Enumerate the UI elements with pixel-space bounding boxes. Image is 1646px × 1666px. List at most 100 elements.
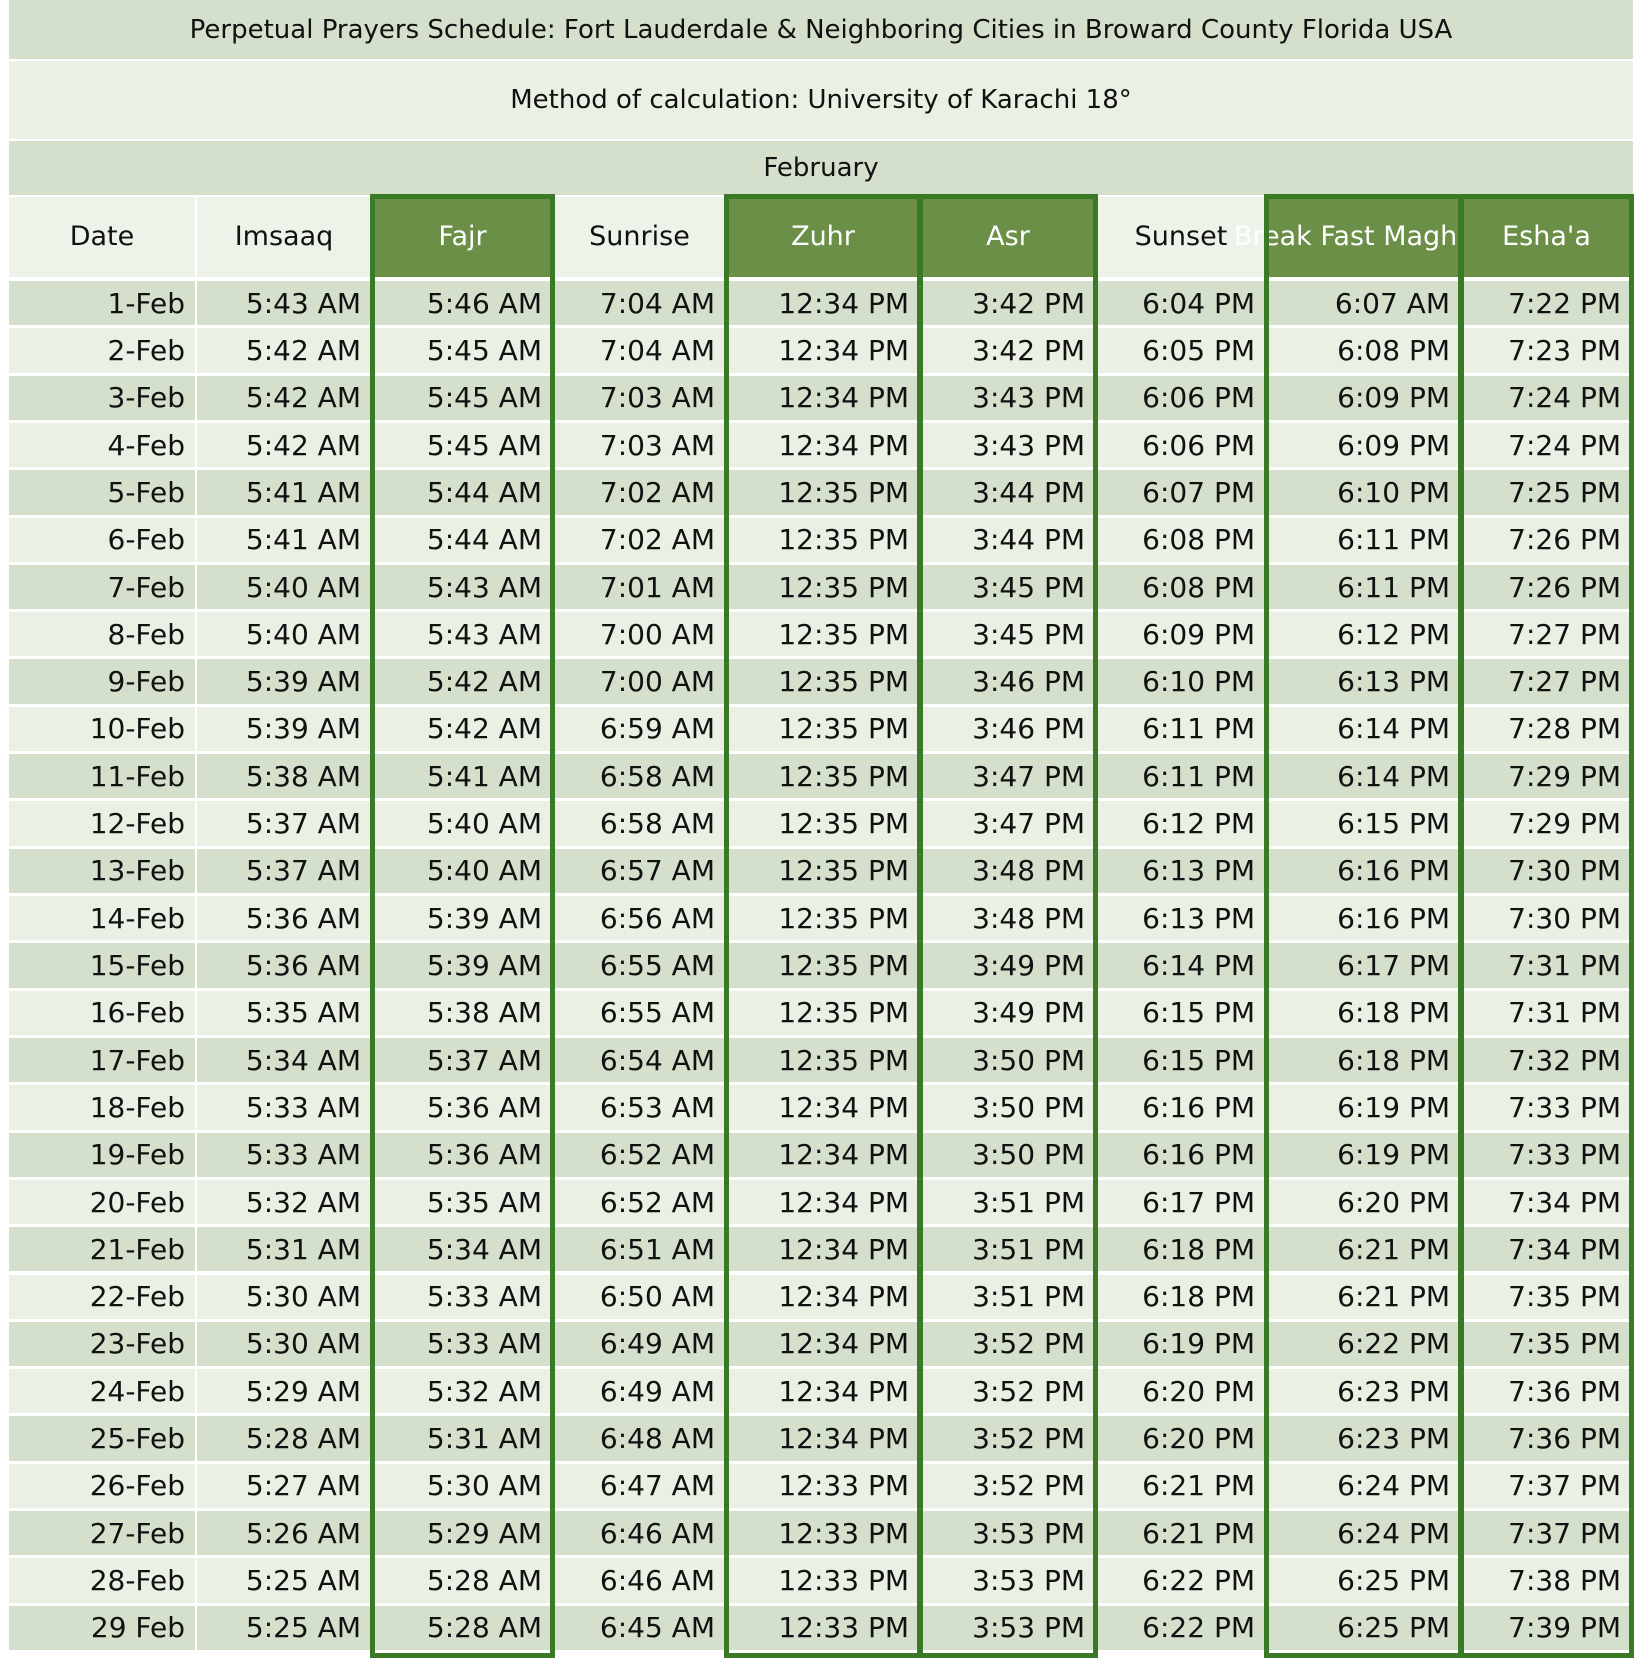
table-cell: 5:42 AM: [197, 422, 371, 468]
table-cell: 7:03 AM: [554, 375, 725, 420]
table-cell: 6:19 PM: [1097, 1321, 1265, 1367]
table-cell: 5:33 AM: [373, 1321, 552, 1367]
table-cell: 18-Feb: [9, 1085, 195, 1130]
table-cell: 5:31 AM: [197, 1227, 371, 1272]
table-cell: 5:32 AM: [197, 1179, 371, 1225]
table-cell: 12:34 PM: [727, 1321, 919, 1367]
table-cell: 25-Feb: [9, 1416, 195, 1461]
table-cell: 6:46 AM: [554, 1558, 725, 1603]
table-cell: 5:36 AM: [197, 896, 371, 941]
table-cell: 12:34 PM: [727, 1274, 919, 1319]
table-cell: 6:11 PM: [1097, 754, 1265, 799]
table-cell: 5-Feb: [9, 470, 195, 515]
table-cell: 7:33 PM: [1462, 1085, 1631, 1130]
table-cell: 7:00 AM: [554, 659, 725, 704]
table-cell: 5:34 AM: [197, 1037, 371, 1083]
table-cell: 7:37 PM: [1462, 1511, 1631, 1556]
table-cell: 6:53 AM: [554, 1085, 725, 1130]
table-cell: 6:51 AM: [554, 1227, 725, 1272]
table-cell: 12:35 PM: [727, 943, 919, 988]
table-cell: 5:42 AM: [197, 328, 371, 373]
column-header: Imsaaq: [197, 197, 371, 277]
table-cell: 5:38 AM: [197, 754, 371, 799]
table-cell: 6:20 PM: [1097, 1416, 1265, 1461]
table-cell: 5:42 AM: [373, 706, 552, 752]
table-cell: 5:45 AM: [373, 375, 552, 420]
table-cell: 7:35 PM: [1462, 1321, 1631, 1367]
table-cell: 12-Feb: [9, 801, 195, 846]
table-cell: 5:38 AM: [373, 990, 552, 1035]
table-cell: 3:42 PM: [921, 281, 1095, 326]
table-cell: 3:43 PM: [921, 375, 1095, 420]
table-cell: 21-Feb: [9, 1227, 195, 1272]
table-cell: 5:44 AM: [373, 470, 552, 515]
table-cell: 6:07 AM: [1267, 281, 1460, 326]
table-cell: 3:46 PM: [921, 706, 1095, 752]
table-cell: 5:36 AM: [197, 943, 371, 988]
table-cell: 3:45 PM: [921, 612, 1095, 657]
column-header: Break Fast Maghrib: [1234, 197, 1493, 277]
table-cell: 6:25 PM: [1267, 1605, 1460, 1650]
table-cell: 3:53 PM: [921, 1511, 1095, 1556]
column-header: Sunrise: [554, 197, 725, 277]
table-cell: 7:36 PM: [1462, 1369, 1631, 1414]
table-cell: 3:51 PM: [921, 1227, 1095, 1272]
table-cell: 5:28 AM: [373, 1605, 552, 1650]
table-cell: 5:25 AM: [197, 1605, 371, 1650]
table-cell: 5:35 AM: [197, 990, 371, 1035]
table-cell: 3:47 PM: [921, 801, 1095, 846]
table-cell: 5:43 AM: [373, 612, 552, 657]
table-cell: 12:33 PM: [727, 1511, 919, 1556]
table-cell: 5:45 AM: [373, 422, 552, 468]
table-cell: 5:29 AM: [197, 1369, 371, 1414]
table-cell: 6-Feb: [9, 517, 195, 562]
table-cell: 5:41 AM: [373, 754, 552, 799]
table-cell: 6:49 AM: [554, 1369, 725, 1414]
table-cell: 6:16 PM: [1097, 1132, 1265, 1177]
table-cell: 11-Feb: [9, 754, 195, 799]
table-cell: 7:36 PM: [1462, 1416, 1631, 1461]
table-cell: 6:04 PM: [1097, 281, 1265, 326]
table-cell: 6:21 PM: [1097, 1511, 1265, 1556]
table-cell: 12:35 PM: [727, 754, 919, 799]
table-cell: 7:26 PM: [1462, 564, 1631, 610]
table-cell: 6:24 PM: [1267, 1463, 1460, 1509]
table-cell: 5:42 AM: [197, 375, 371, 420]
table-cell: 5:30 AM: [373, 1463, 552, 1509]
table-cell: 5:40 AM: [197, 612, 371, 657]
table-cell: 19-Feb: [9, 1132, 195, 1177]
table-cell: 4-Feb: [9, 422, 195, 468]
table-cell: 3:48 PM: [921, 896, 1095, 941]
table-cell: 7:04 AM: [554, 328, 725, 373]
table-cell: 6:22 PM: [1267, 1321, 1460, 1367]
table-cell: 6:18 PM: [1097, 1274, 1265, 1319]
table-cell: 5:36 AM: [373, 1085, 552, 1130]
table-cell: 5:37 AM: [373, 1037, 552, 1083]
table-cell: 14-Feb: [9, 896, 195, 941]
table-cell: 6:46 AM: [554, 1511, 725, 1556]
table-cell: 6:24 PM: [1267, 1511, 1460, 1556]
table-cell: 5:41 AM: [197, 517, 371, 562]
table-cell: 6:57 AM: [554, 848, 725, 894]
table-cell: 5:32 AM: [373, 1369, 552, 1414]
table-cell: 6:58 AM: [554, 801, 725, 846]
table-cell: 6:06 PM: [1097, 422, 1265, 468]
table-cell: 5:37 AM: [197, 801, 371, 846]
table-cell: 6:58 AM: [554, 754, 725, 799]
table-cell: 5:46 AM: [373, 281, 552, 326]
table-cell: 5:43 AM: [373, 564, 552, 610]
table-cell: 5:40 AM: [373, 801, 552, 846]
table-cell: 7:24 PM: [1462, 375, 1631, 420]
table-cell: 5:37 AM: [197, 848, 371, 894]
table-cell: 6:25 PM: [1267, 1558, 1460, 1603]
table-cell: 3:52 PM: [921, 1321, 1095, 1367]
table-cell: 6:55 AM: [554, 943, 725, 988]
table-cell: 6:50 AM: [554, 1274, 725, 1319]
table-cell: 3:51 PM: [921, 1179, 1095, 1225]
table-cell: 6:17 PM: [1097, 1179, 1265, 1225]
table-cell: 6:21 PM: [1267, 1274, 1460, 1319]
table-cell: 6:15 PM: [1267, 801, 1460, 846]
table-cell: 6:12 PM: [1267, 612, 1460, 657]
table-cell: 5:39 AM: [197, 659, 371, 704]
